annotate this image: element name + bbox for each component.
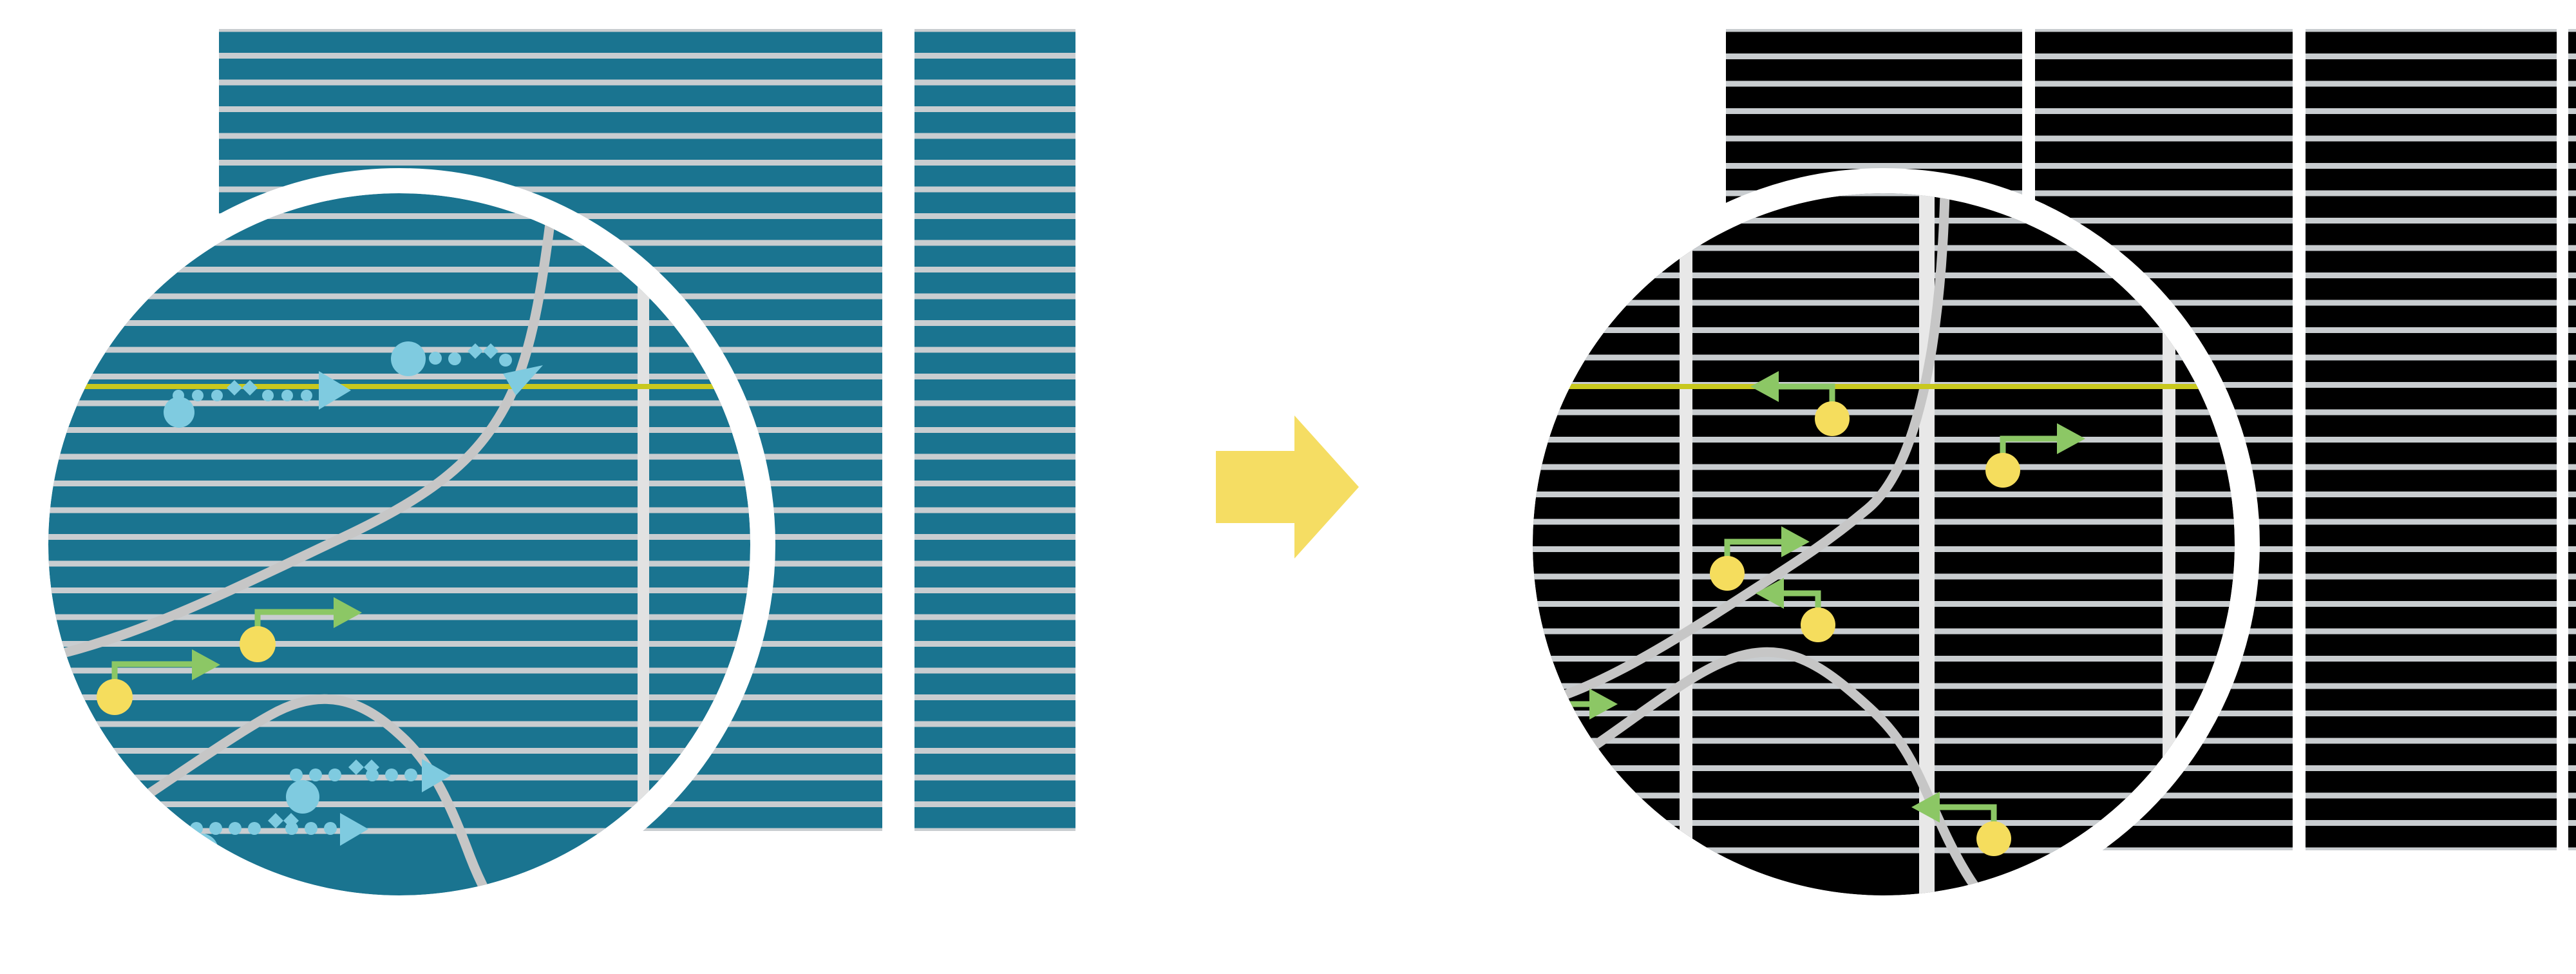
- left-dot-trail-3: [290, 759, 417, 781]
- left-circle-ring: [23, 168, 775, 921]
- right-yellow-dot-4: [1801, 607, 1835, 642]
- left-green-arrow-1: [240, 597, 362, 662]
- left-circle-fill: [48, 193, 750, 895]
- left-arrowhead-1: [319, 371, 351, 410]
- right-panel-group: [1508, 29, 2576, 921]
- left-yellow-dot-2: [97, 679, 133, 715]
- right-circle-ring: [1508, 168, 2260, 921]
- right-green-arrowhead-2: [2057, 423, 2085, 454]
- left-arrowhead-3: [422, 759, 451, 792]
- right-yellow-dot-1: [1815, 401, 1850, 436]
- right-route-curve-top: [1533, 193, 1950, 714]
- left-dot-trail-1: [173, 380, 312, 401]
- right-green-arrow-right-2: [1710, 526, 1810, 591]
- transform-arrow-shape: [1216, 415, 1359, 559]
- left-green-arrowhead-2: [192, 649, 220, 680]
- left-green-arrow-2: [97, 649, 220, 715]
- left-blue-origin-dot-1: [164, 397, 194, 428]
- left-dotted-arrow-right-top: [164, 371, 351, 428]
- right-yellow-dot-3: [1710, 556, 1745, 591]
- right-green-arrow-left-2: [1756, 578, 1835, 642]
- right-route-curve-bottom: [1553, 647, 2021, 895]
- left-dotted-arrow-right-lower-1: [286, 759, 451, 814]
- left-green-arrowhead-1: [334, 597, 362, 628]
- right-yellow-dot-2: [1985, 453, 2020, 488]
- left-blue-origin-dot-2: [391, 341, 426, 376]
- transform-arrow: [1216, 415, 1359, 559]
- left-blue-origin-dot-3: [286, 780, 319, 814]
- left-yellow-dot-1: [240, 626, 276, 662]
- left-panel-group: [23, 29, 1075, 921]
- right-yellow-dot-6: [1976, 821, 2011, 856]
- left-route-curve-bottom: [53, 694, 540, 895]
- right-green-arrow-left-3: [1911, 792, 2011, 856]
- left-dot-trail-2: [429, 343, 512, 367]
- right-circle: [1533, 193, 2235, 895]
- right-vertical-grid-line-3: [2163, 193, 2175, 895]
- right-green-arrowhead-1: [1750, 371, 1779, 402]
- left-arrowhead-4: [340, 813, 368, 846]
- left-arrowhead-2: [503, 365, 543, 396]
- right-circle-fill: [1533, 193, 2235, 895]
- right-green-arrowhead-6: [1911, 792, 1940, 823]
- left-dotted-arrow-left-tilted: [391, 341, 543, 396]
- right-green-arrowhead-3: [1781, 526, 1810, 557]
- left-vertical-grid-line: [638, 193, 649, 895]
- left-dot-trail-4: [190, 813, 337, 835]
- left-route-curve-top: [48, 193, 559, 669]
- right-vertical-grid-line-1: [1680, 193, 1692, 895]
- right-green-arrow-right-1: [1985, 423, 2085, 488]
- right-green-arrow-left-1: [1750, 371, 1850, 436]
- right-green-arrowhead-5: [1589, 689, 1618, 720]
- right-green-arrowhead-4: [1756, 578, 1784, 609]
